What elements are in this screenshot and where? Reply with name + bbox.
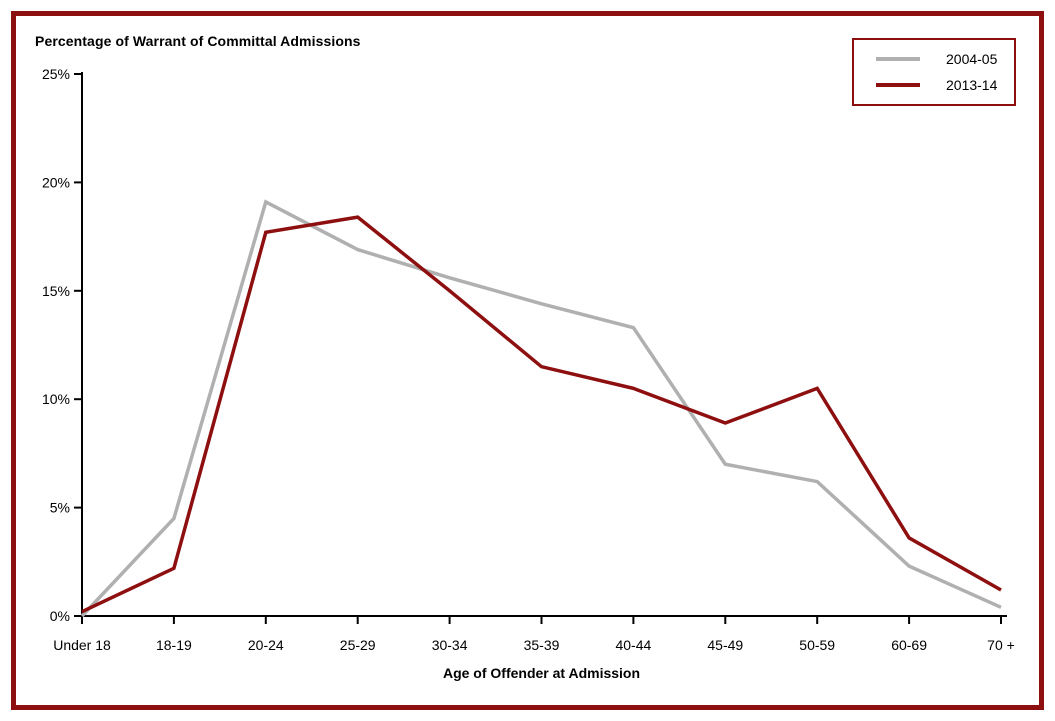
y-tick-label: 15% (42, 283, 70, 299)
x-tick-label: 45-49 (707, 637, 743, 653)
chart-title: Percentage of Warrant of Committal Admis… (35, 33, 361, 49)
legend-label-2013-14: 2013-14 (946, 77, 998, 94)
legend-line-2004-05-icon (876, 56, 920, 61)
legend-label-2004-05: 2004-05 (946, 50, 998, 67)
legend-line-2013-14-icon (876, 83, 920, 88)
x-tick-label: 20-24 (248, 637, 284, 653)
x-tick-label: 70 + (987, 637, 1015, 653)
y-tick-label: 25% (42, 66, 70, 82)
series-line-2013-14 (81, 215, 1002, 614)
x-tick-label: 25-29 (340, 637, 376, 653)
series-line-2004-05 (80, 199, 1002, 618)
x-axis-title: Age of Offender at Admission (442, 665, 641, 681)
x-tick-label: Under 18 (53, 637, 111, 653)
x-tick-label: 40-44 (615, 637, 651, 653)
x-tick-label: 50-59 (799, 637, 835, 653)
x-tick-label: 60-69 (891, 637, 927, 653)
legend-item-2013-14: 2013-14 (854, 77, 1014, 93)
x-tick-label: 30-34 (432, 637, 468, 653)
legend-item-2004-05: 2004-05 (854, 51, 1014, 67)
legend: 2004-05 2013-14 (852, 38, 1016, 106)
y-tick-label: 20% (42, 174, 70, 190)
y-tick-label: 0% (50, 608, 70, 624)
x-tick-label: 18-19 (156, 637, 192, 653)
x-tick-label: 35-39 (524, 637, 560, 653)
y-tick-label: 5% (50, 500, 70, 516)
y-tick-label: 10% (42, 391, 70, 407)
